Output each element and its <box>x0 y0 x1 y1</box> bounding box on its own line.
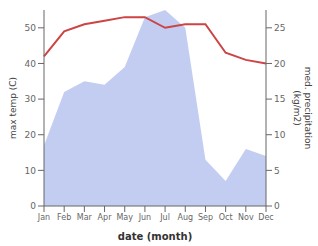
svg-text:40: 40 <box>25 59 37 69</box>
svg-text:max temp (C): max temp (C) <box>8 77 18 139</box>
svg-text:med. precipitation(kg/m2): med. precipitation(kg/m2) <box>292 67 310 149</box>
svg-text:20: 20 <box>25 130 37 140</box>
svg-text:Jul: Jul <box>159 213 170 222</box>
svg-text:50: 50 <box>25 23 37 33</box>
svg-text:20: 20 <box>274 59 286 69</box>
svg-text:25: 25 <box>274 23 285 33</box>
svg-text:5: 5 <box>274 166 280 176</box>
svg-text:10: 10 <box>25 166 37 176</box>
svg-text:Apr: Apr <box>98 213 113 222</box>
svg-text:Dec: Dec <box>258 213 273 222</box>
svg-text:Feb: Feb <box>57 213 71 222</box>
svg-text:15: 15 <box>274 94 285 104</box>
svg-text:May: May <box>116 213 133 222</box>
svg-text:Mar: Mar <box>77 213 93 222</box>
svg-text:0: 0 <box>30 201 36 211</box>
svg-text:30: 30 <box>25 94 37 104</box>
svg-text:Nov: Nov <box>238 213 254 222</box>
svg-text:0: 0 <box>274 201 280 211</box>
svg-text:Jun: Jun <box>138 213 152 222</box>
svg-text:Jan: Jan <box>37 213 50 222</box>
svg-text:Oct: Oct <box>219 213 233 222</box>
svg-text:Sep: Sep <box>198 213 213 222</box>
svg-text:Aug: Aug <box>177 213 193 222</box>
svg-text:10: 10 <box>274 130 286 140</box>
svg-text:date (month): date (month) <box>118 231 192 242</box>
